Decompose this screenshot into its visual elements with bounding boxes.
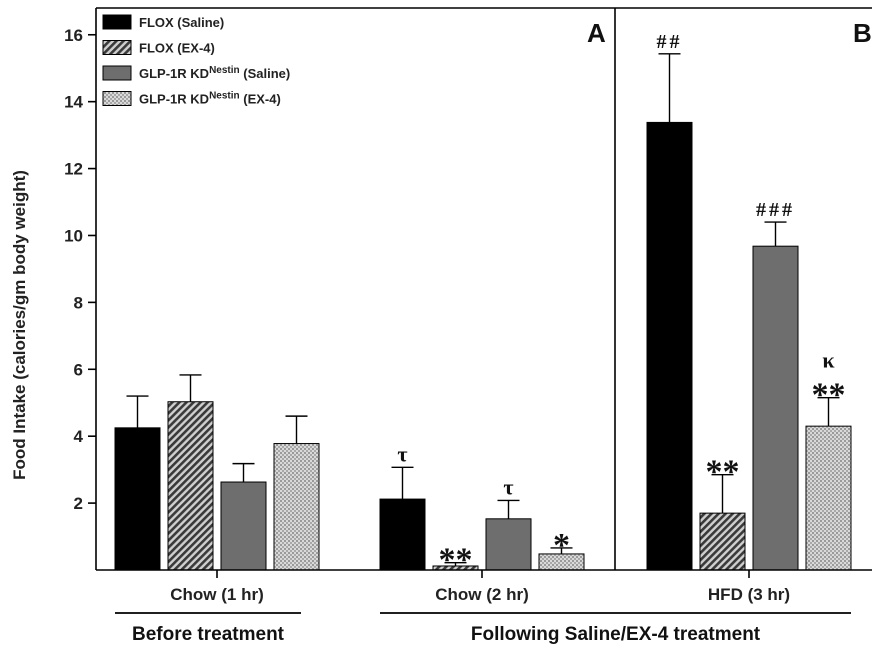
y-tick-label: 6 — [74, 360, 83, 379]
bar — [646, 121, 693, 571]
category-label: HFD (3 hr) — [708, 585, 790, 604]
legend-entry: GLP-1R KDNestin (Saline) — [139, 65, 290, 81]
significance-annotation: * — [553, 527, 570, 564]
bar — [220, 481, 267, 571]
bar — [805, 425, 852, 571]
y-tick-label: 14 — [64, 93, 83, 112]
bars-layer — [114, 53, 852, 571]
category-label: Chow (2 hr) — [435, 585, 529, 604]
bar — [379, 498, 426, 571]
axes-layer: 2 4 6 8 10 12 14 16 — [64, 7, 872, 614]
significance-annotation: ** — [706, 454, 740, 491]
group-label: Before treatment — [132, 624, 285, 645]
significance-annotation: ** — [439, 542, 473, 579]
y-tick-label: 10 — [64, 226, 83, 245]
legend-entry: FLOX (EX-4) — [139, 41, 215, 56]
legend-swatch — [102, 65, 132, 81]
bar — [114, 427, 161, 571]
y-tick-label: 4 — [74, 427, 84, 446]
legend-swatch — [102, 91, 132, 106]
group-label: Following Saline/EX-4 treatment — [471, 624, 761, 645]
y-tick-label: 8 — [74, 293, 83, 312]
y-tick-label: 16 — [64, 26, 83, 45]
legend-entry: FLOX (Saline) — [139, 15, 224, 30]
significance-annotation: κ — [822, 348, 835, 373]
panel-label-b: B — [853, 18, 872, 48]
panel-label-a: A — [587, 18, 606, 48]
legend-entry: GLP-1R KDNestin (EX-4) — [139, 91, 281, 107]
bar — [485, 518, 532, 571]
significance-annotation: ### — [756, 199, 795, 221]
legend-swatch — [102, 14, 132, 30]
significance-annotation: τ — [397, 441, 407, 466]
legend: FLOX (Saline) FLOX (EX-4) GLP-1R KDNestin … — [102, 14, 290, 107]
bar — [699, 512, 746, 571]
y-tick-label: 2 — [74, 494, 83, 513]
bar — [167, 401, 214, 571]
bar — [752, 245, 799, 571]
significance-annotation: ## — [657, 31, 683, 53]
labels-layer: A Bτ ** τ * ## ** ### ** κ Chow (1 hr) Chow (2 hr) H… — [132, 18, 872, 645]
significance-annotation: ** — [812, 377, 846, 414]
y-axis-label: Food Intake (calories/gm body weight) — [10, 170, 29, 480]
y-tick-label: 12 — [64, 160, 83, 179]
bar — [273, 443, 320, 571]
category-label: Chow (1 hr) — [170, 585, 264, 604]
legend-swatch — [102, 40, 132, 55]
significance-annotation: τ — [503, 474, 513, 499]
